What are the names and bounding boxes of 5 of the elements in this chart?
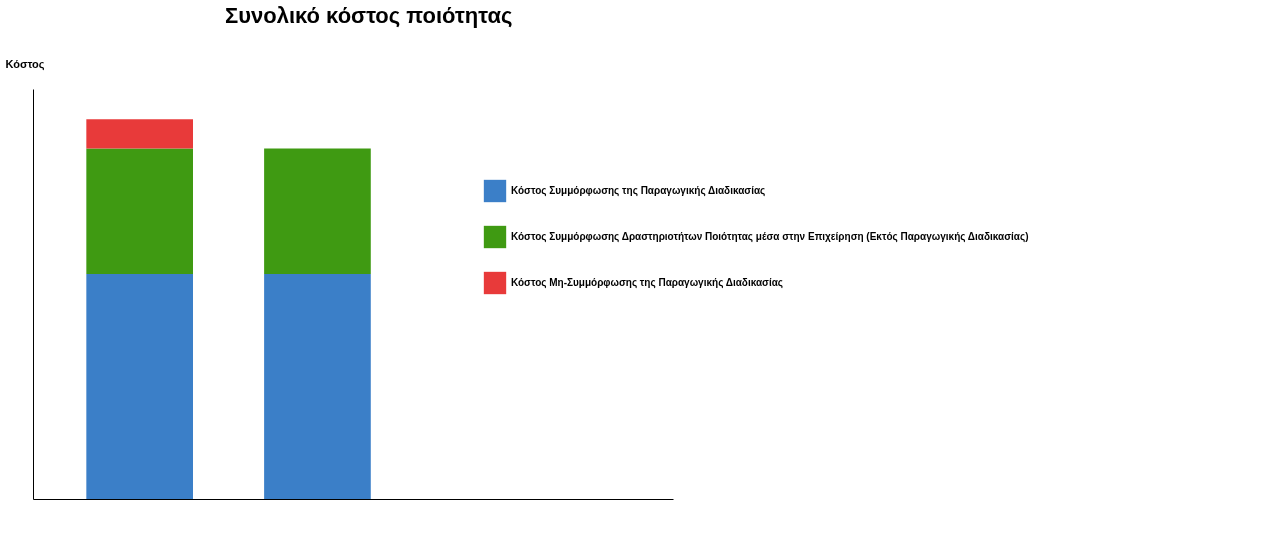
legend-label: Κόστος Συμμόρφωσης Δραστηριοτήτων Ποιότητας μέσα στην Επιχείρηση (Εκτός Παραγωγικής Διαδικασίας) [511, 231, 1029, 243]
legend-label: Κόστος Μη-Συμμόρφωσης της Παραγωγικής Διαδικασίας [511, 277, 784, 289]
chart-title: Συνολικό κόστος ποιότητας [225, 3, 513, 28]
y-axis-title: Κόστος [5, 57, 45, 71]
legend-label: Κόστος Συμμόρφωσης της Παραγωγικής Διαδικασίας [511, 185, 766, 197]
